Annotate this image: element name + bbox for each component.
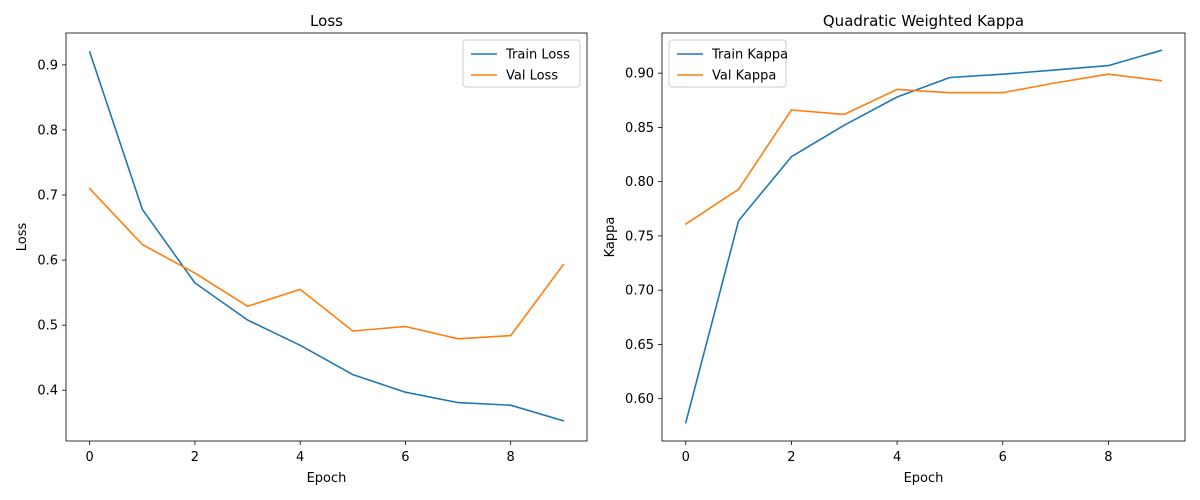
x-tick-label: 0 [86, 450, 94, 465]
y-tick-label: 0.7 [37, 189, 58, 204]
legend-label: Train Loss [505, 48, 570, 63]
legend: Train Loss Val Loss [462, 39, 581, 88]
y-tick-label: 0.80 [625, 175, 654, 190]
x-tick-label: 6 [401, 450, 409, 465]
y-axis-label: Loss [15, 223, 30, 252]
legend-label: Val Loss [506, 69, 558, 84]
series-line-train-loss [88, 50, 565, 422]
x-tick-label: 8 [1104, 450, 1112, 465]
y-tick-label: 0.5 [37, 319, 58, 334]
x-tick-label: 6 [999, 450, 1007, 465]
x-axis-label: Epoch [904, 471, 944, 486]
series-line-val-loss [88, 187, 565, 340]
y-tick-label: 0.65 [625, 338, 654, 353]
y-tick-label: 0.60 [625, 392, 654, 407]
axes-frame [65, 32, 588, 442]
x-tick-label: 8 [507, 450, 515, 465]
y-tick-label: 0.75 [625, 229, 654, 244]
x-tick-label: 2 [787, 450, 795, 465]
chart-title: Quadratic Weighted Kappa [823, 12, 1024, 30]
legend-label: Train Kappa [711, 48, 788, 63]
y-tick-label: 0.8 [37, 123, 58, 138]
series-line-val-kappa [684, 73, 1163, 226]
y-tick-label: 0.70 [625, 284, 654, 299]
chart-kappa: Quadratic Weighted Kappa 0 2 4 6 8 0.60 0.65 0.7… [603, 12, 1186, 486]
y-tick-label: 0.4 [37, 384, 58, 399]
y-tick-label: 0.9 [37, 58, 58, 73]
legend-label: Val Kappa [712, 69, 776, 84]
y-tick-label: 0.6 [37, 254, 58, 269]
x-axis-label: Epoch [307, 471, 347, 486]
x-tick-label: 4 [893, 450, 901, 465]
axes-frame [661, 32, 1186, 442]
y-tick-label: 0.85 [625, 121, 654, 136]
x-tick-label: 2 [191, 450, 199, 465]
y-axis-label: Kappa [603, 217, 618, 258]
x-tick-label: 4 [296, 450, 304, 465]
chart-loss: Loss 0 2 4 6 8 0.4 0.5 0.6 0.7 0.8 0.9 Epoch Loss Trai… [15, 12, 588, 486]
series-line-train-kappa [684, 49, 1163, 424]
chart-title: Loss [310, 12, 343, 30]
x-tick-label: 0 [682, 450, 690, 465]
y-tick-label: 0.90 [625, 67, 654, 82]
legend: Train Kappa Val Kappa [668, 39, 788, 88]
